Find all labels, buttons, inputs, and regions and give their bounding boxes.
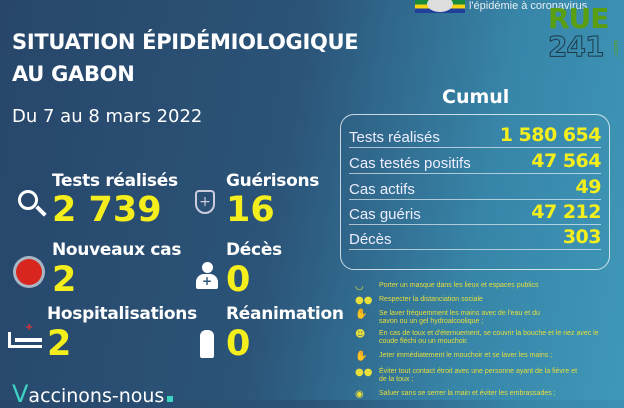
rule-text: Éviter tout contact étroit avec une pers…: [379, 368, 578, 383]
cumul-row: Décès 303: [349, 225, 602, 250]
stat-label: Guérisons: [226, 171, 320, 191]
stat-label: Tests réalisés: [52, 171, 178, 191]
handwash-icon: ✋: [355, 351, 368, 362]
stat-label: Nouveaux cas: [52, 240, 182, 260]
cumul-value: 49: [575, 176, 602, 198]
cumul-label: Cas actifs: [349, 181, 415, 198]
cumul-label: Cas guéris: [349, 206, 421, 223]
shield-cross-icon: +: [195, 190, 215, 214]
mask-icon: ◡: [355, 281, 364, 292]
cumul-value: 47 212: [531, 201, 601, 223]
cumul-table: Tests réalisés 1 580 654 Cas testés posit…: [340, 114, 610, 270]
magnifier-icon: [18, 190, 38, 210]
stat-value: 16: [226, 190, 275, 230]
rule-item: ☻ En cas de toux et d'éternuement, se cou…: [355, 330, 620, 346]
rule-item: ●● Éviter tout contact étroit avec une pe…: [355, 368, 620, 384]
report-date: Du 7 au 8 mars 2022: [12, 106, 203, 127]
cumul-value: 1 580 654: [499, 124, 602, 146]
stat-value: 0: [226, 260, 251, 300]
stat-value: 2: [47, 324, 72, 364]
rule-item: ●● Respecter la distanciation sociale: [355, 296, 620, 306]
rule-text: Jeter immédiatement le mouchoir et se la…: [379, 352, 553, 359]
page-title-line1: SITUATION ÉPIDÉMIOLOGIQUE: [12, 30, 359, 54]
rue241-logo: RUE 241 .com: [548, 2, 621, 63]
cumul-row: Cas guéris 47 212: [349, 200, 601, 225]
stat-label: Réanimation: [226, 304, 344, 324]
rule-item: ◡ Porter un masque dans les lieux et espa…: [355, 282, 620, 292]
stat-label: Hospitalisations: [47, 304, 197, 324]
handwash-icon: ✋: [355, 309, 368, 320]
doctor-icon: +: [196, 262, 218, 290]
rule-text: Respecter la distanciation sociale: [379, 296, 483, 303]
cumul-row: Tests réalisés 1 580 654: [349, 123, 602, 148]
cumul-label: Décès: [349, 231, 392, 248]
hospital-bed-icon: +: [8, 322, 42, 348]
committee-text: l'épidémie à coronavirus: [469, 0, 588, 12]
rule-text: En cas de toux et d'éternuement, se couv…: [379, 330, 599, 345]
cumul-label: Tests réalisés: [349, 129, 440, 146]
cumul-label: Cas testés positifs: [349, 155, 471, 172]
greeting-icon: ◉: [355, 389, 364, 400]
rule-item: ✋ Jeter immédiatement le mouchoir et se l…: [355, 352, 620, 362]
stat-label: Décès: [226, 240, 282, 260]
stat-value: 2: [52, 260, 77, 300]
cumul-title: Cumul: [442, 86, 510, 108]
oxygen-tank-icon: [200, 330, 214, 358]
distance-icon: ●●: [355, 367, 373, 378]
page-title-line2: AU GABON: [12, 62, 135, 86]
gabon-flag-emblem: [415, 0, 465, 13]
rule-text: Se laver fréquemment les mains avec de l…: [379, 310, 540, 325]
distance-icon: ●●: [355, 295, 373, 306]
magnifier-handle: [35, 205, 47, 217]
rule-item: ✋ Se laver fréquemment les mains avec de …: [355, 310, 620, 326]
rule-item: ◉ Saluer sans se serrer la main et éviter…: [355, 390, 620, 400]
stat-value: 0: [226, 324, 251, 364]
rule-text: Saluer sans se serrer la main et éviter …: [379, 390, 556, 397]
rule-text: Porter un masque dans les lieux et espac…: [379, 282, 539, 289]
cumul-value: 303: [562, 226, 602, 248]
cumul-row: Cas testés positifs 47 564: [349, 149, 601, 174]
virus-icon: [16, 259, 42, 285]
cumul-row: Cas actifs 49: [349, 175, 602, 200]
cumul-value: 47 564: [531, 150, 601, 172]
stat-value: 2 739: [52, 190, 162, 230]
sneeze-icon: ☻: [355, 329, 366, 340]
vaccinons-slogan: Vaccinons-nous: [12, 380, 174, 408]
